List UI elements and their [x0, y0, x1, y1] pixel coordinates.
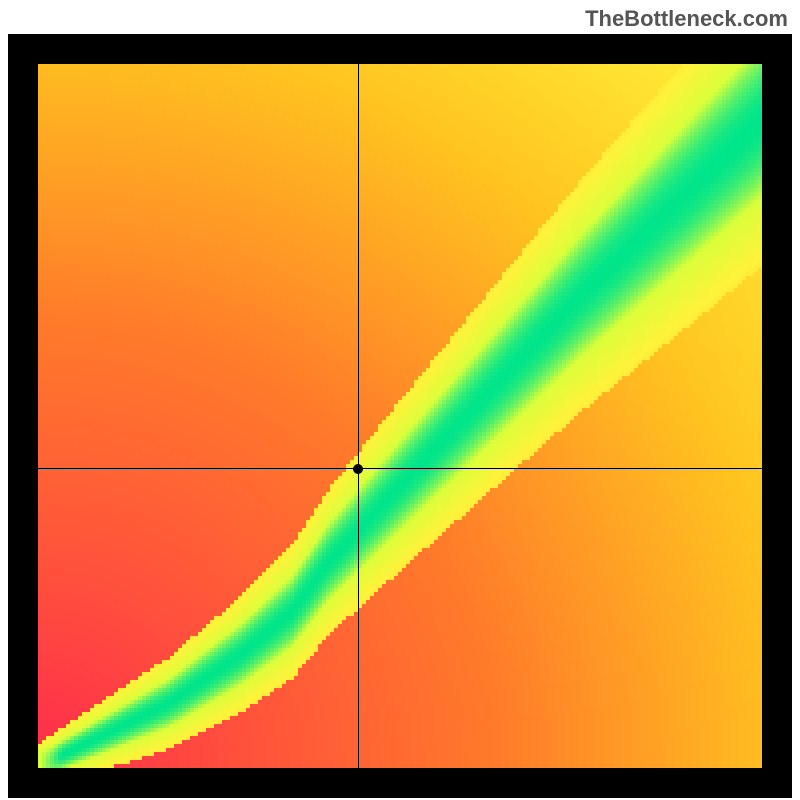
crosshair-horizontal [38, 468, 762, 469]
heatmap-canvas [38, 64, 762, 768]
heatmap-plot [38, 64, 762, 768]
crosshair-vertical [358, 64, 359, 768]
attribution-text: TheBottleneck.com [585, 6, 788, 32]
crosshair-marker [353, 464, 363, 474]
figure-container: TheBottleneck.com [0, 0, 800, 800]
